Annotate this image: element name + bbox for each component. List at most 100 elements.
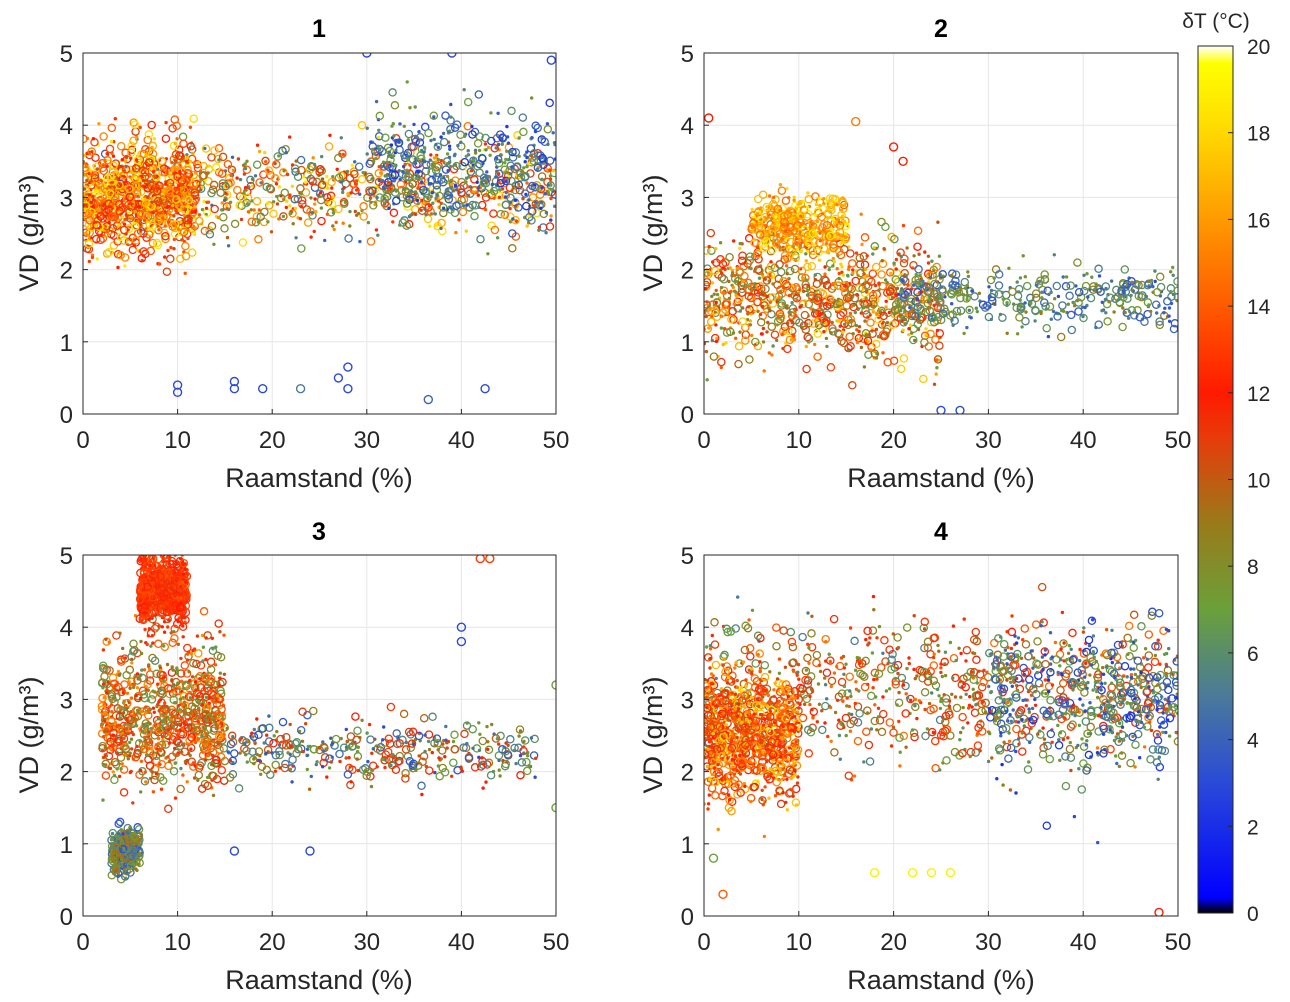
data-point — [727, 314, 736, 324]
data-point — [309, 196, 313, 200]
data-point — [131, 752, 141, 762]
data-point — [930, 259, 934, 263]
data-point — [83, 187, 87, 191]
data-point — [1035, 283, 1039, 287]
data-point — [818, 203, 822, 208]
data-point — [433, 175, 442, 185]
data-point — [192, 161, 196, 165]
plot-area-frame — [703, 52, 1179, 415]
data-point — [92, 234, 101, 244]
data-point — [937, 358, 942, 362]
data-point — [808, 229, 818, 238]
data-point — [336, 171, 346, 180]
data-point — [492, 196, 496, 200]
data-point — [833, 281, 843, 291]
data-point — [148, 238, 158, 248]
data-point — [148, 222, 157, 232]
data-point — [500, 165, 509, 175]
data-point — [102, 764, 107, 768]
data-point — [422, 150, 426, 154]
data-point — [449, 179, 453, 183]
data-point — [158, 762, 162, 767]
data-point — [741, 306, 745, 310]
data-point — [222, 732, 226, 736]
data-point — [194, 649, 203, 658]
data-point — [805, 322, 809, 326]
data-point — [523, 153, 527, 157]
data-point — [125, 691, 130, 695]
data-point — [829, 331, 833, 335]
data-point — [986, 275, 996, 285]
data-point — [871, 252, 875, 256]
data-point — [166, 728, 170, 732]
data-point — [441, 131, 446, 136]
data-point — [335, 167, 339, 171]
data-point — [808, 319, 818, 328]
data-point — [452, 153, 457, 158]
data-point — [180, 198, 189, 207]
data-point — [388, 170, 397, 180]
data-point — [128, 201, 132, 205]
data-point — [212, 714, 217, 719]
data-point — [432, 115, 436, 119]
data-point — [453, 163, 458, 167]
data-point — [118, 716, 123, 720]
data-point — [203, 631, 212, 640]
data-point — [98, 693, 107, 703]
data-point — [795, 318, 804, 327]
data-point — [911, 283, 916, 287]
data-point — [193, 163, 203, 173]
data-point — [381, 160, 386, 164]
data-point — [527, 162, 531, 166]
outlier-point — [704, 113, 714, 123]
data-point — [152, 137, 156, 141]
data-point — [404, 129, 414, 139]
data-point — [785, 266, 795, 276]
data-point — [143, 184, 153, 193]
data-point — [920, 338, 929, 347]
data-point — [204, 695, 209, 700]
data-point — [449, 102, 453, 107]
data-point — [892, 261, 896, 265]
data-point — [818, 304, 822, 308]
data-point — [839, 301, 843, 305]
data-point — [85, 178, 89, 183]
data-point — [189, 114, 198, 123]
data-point — [1134, 291, 1144, 301]
data-point — [484, 175, 488, 180]
data-point — [719, 285, 724, 290]
data-point — [870, 242, 880, 251]
data-point — [377, 147, 382, 151]
data-point — [994, 281, 1004, 290]
outlier-point — [423, 394, 433, 405]
data-point — [142, 212, 151, 221]
data-point — [994, 290, 1004, 299]
data-point — [115, 712, 125, 721]
data-point — [446, 125, 455, 134]
data-point — [859, 299, 863, 303]
data-point — [153, 240, 163, 250]
data-point — [95, 167, 99, 171]
data-point — [344, 234, 353, 243]
data-point — [317, 166, 326, 176]
data-point — [813, 293, 823, 302]
data-point — [133, 748, 142, 758]
data-point — [144, 130, 154, 139]
data-point — [794, 258, 798, 262]
data-point — [246, 210, 251, 214]
data-point — [1049, 290, 1053, 295]
data-point — [824, 321, 828, 326]
data-point — [99, 179, 104, 183]
data-point — [721, 258, 726, 262]
data-point — [949, 273, 954, 278]
data-point — [932, 289, 941, 298]
data-point — [298, 217, 303, 221]
data-point — [1153, 279, 1157, 284]
data-point — [189, 216, 193, 221]
data-point — [185, 692, 195, 701]
data-point — [157, 228, 161, 232]
data-point — [1169, 270, 1173, 274]
y-axis-label: VD (g/m³) — [14, 175, 44, 292]
data-point — [394, 189, 398, 193]
data-point — [714, 339, 719, 344]
